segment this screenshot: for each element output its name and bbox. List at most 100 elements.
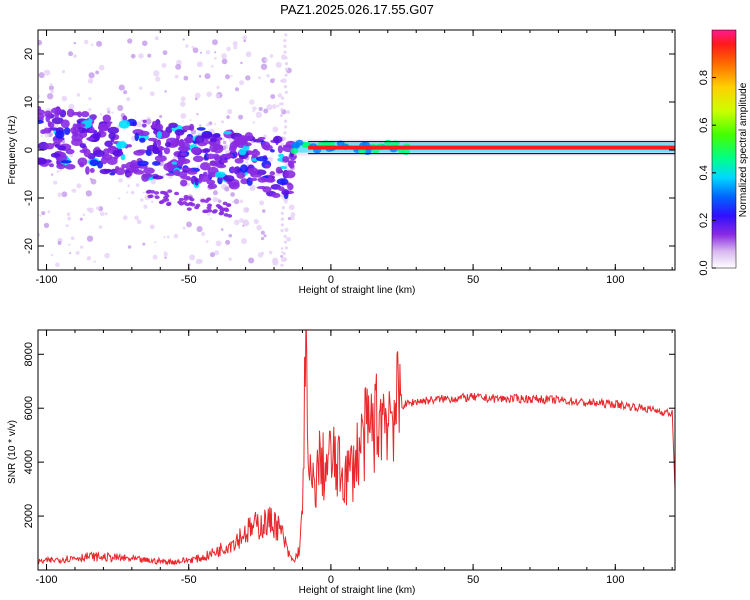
heatmap-noise-cell	[126, 191, 129, 194]
heatmap-noise-cell	[82, 213, 86, 217]
heatmap-band-cell	[159, 146, 164, 152]
heatmap-noise-cell	[280, 255, 283, 258]
heatmap-band-cell	[50, 152, 61, 158]
heatmap-branch-cell	[222, 201, 228, 206]
heatmap-noise-cell	[155, 76, 161, 82]
heatmap-noise-cell	[239, 199, 244, 203]
heatmap-noise-cell	[141, 40, 148, 47]
heatmap-band-cell	[107, 126, 120, 135]
heatmap-streak-cell	[280, 142, 284, 146]
heatmap-noise-cell	[59, 169, 62, 172]
heatmap-noise-cell	[216, 85, 220, 90]
heatmap-noise-cell	[268, 250, 273, 255]
heatmap-band-cell	[130, 167, 140, 173]
heatmap-noise-cell	[269, 78, 275, 84]
heatmap-streak-cell	[283, 44, 287, 48]
heatmap-noise-cell	[249, 184, 256, 191]
heatmap-noise-cell	[226, 115, 230, 119]
heatmap-noise-cell	[149, 224, 155, 230]
heatmap-band-cell	[115, 167, 126, 176]
heatmap-noise-cell	[99, 112, 103, 116]
heatmap-noise-cell	[240, 61, 243, 65]
top-y-tick-label: 10	[23, 96, 35, 108]
top-x-axis-label: Height of straight line (km)	[299, 285, 416, 296]
heatmap-noise-cell	[199, 124, 202, 127]
heatmap-noise-cell	[280, 247, 284, 250]
heatmap-noise-cell	[179, 101, 186, 107]
heatmap-noise-cell	[140, 198, 144, 202]
heatmap-band-cell	[163, 147, 171, 155]
heatmap-branch-cell	[187, 196, 193, 200]
heatmap-noise-cell	[249, 99, 255, 105]
heatmap-band-cell	[89, 126, 95, 133]
heatmap-band-cell	[209, 143, 218, 153]
heatmap-branch-cell	[204, 209, 210, 214]
heatmap-noise-cell	[286, 110, 291, 115]
heatmap-noise-cell	[68, 103, 75, 110]
heatmap-branch-cell	[154, 195, 160, 200]
heatmap-noise-cell	[183, 75, 189, 81]
heatmap-noise-cell	[127, 184, 131, 188]
heatmap-noise-cell	[48, 85, 54, 91]
heatmap-band-cell	[223, 153, 234, 159]
heatmap-noise-cell	[245, 160, 249, 164]
heatmap-streak-cell	[283, 234, 287, 238]
heatmap-band-cell	[239, 164, 248, 174]
heatmap-streak-cell	[282, 136, 287, 141]
heatmap-streak-cell	[284, 200, 288, 204]
heatmap-band-cell	[213, 153, 220, 161]
heatmap-noise-cell	[243, 207, 250, 214]
heatmap-noise-cell	[198, 75, 202, 78]
heatmap-noise-cell	[206, 123, 210, 127]
heatmap-noise-cell	[230, 74, 233, 78]
heatmap-noise-cell	[235, 87, 239, 92]
heatmap-noise-cell	[107, 110, 111, 114]
heatmap-band-cell	[48, 163, 55, 168]
heatmap-noise-cell	[90, 43, 94, 47]
heatmap-noise-cell	[138, 53, 144, 59]
heatmap-noise-cell	[233, 219, 240, 226]
heatmap-noise-cell	[186, 221, 192, 228]
top-x-tick-label: 100	[606, 274, 624, 286]
heatmap-noise-cell	[98, 64, 105, 71]
heatmap-noise-cell	[150, 200, 154, 204]
heatmap-noise-cell	[191, 45, 195, 49]
heatmap-band-cell	[57, 145, 67, 151]
heatmap-band-cell	[79, 162, 85, 168]
heatmap-band-cell	[284, 170, 296, 179]
snr-series-line	[38, 330, 675, 566]
heatmap-noise-cell	[289, 215, 295, 221]
heatmap-streak-cell	[283, 38, 287, 43]
heatmap-noise-cell	[68, 51, 74, 57]
heatmap-noise-cell	[266, 74, 270, 78]
heatmap-noise-cell	[276, 104, 280, 108]
heatmap-noise-cell	[258, 106, 263, 112]
heatmap-band-cell	[112, 150, 124, 157]
heatmap-noise-cell	[38, 72, 45, 79]
heatmap-band-cell	[54, 109, 60, 119]
heatmap-streak-cell	[280, 108, 284, 112]
heatmap-branch-cell	[215, 203, 221, 208]
heatmap-noise-cell	[199, 51, 203, 54]
bottom-plot-frame	[37, 329, 676, 571]
heatmap-band-cell	[83, 148, 91, 158]
heatmap-noise-cell	[260, 251, 265, 255]
heatmap-noise-cell	[189, 254, 196, 261]
heatmap-noise-cell	[127, 38, 133, 44]
heatmap-noise-cell	[180, 112, 187, 119]
heatmap-noise-cell	[215, 240, 222, 247]
top-x-tick-label: 50	[467, 274, 479, 286]
heatmap-streak-cell	[284, 33, 288, 37]
heatmap-noise-cell	[99, 211, 105, 217]
heatmap-band-cell	[192, 155, 204, 163]
heatmap-branch-cell	[178, 197, 184, 202]
heatmap-noise-cell	[248, 257, 255, 264]
heatmap-streak-cell	[280, 102, 284, 106]
heatmap-noise-cell	[79, 217, 83, 221]
heatmap-band-cell	[249, 177, 258, 182]
heatmap-noise-cell	[225, 239, 231, 245]
heatmap-band-cell	[143, 167, 155, 175]
heatmap-noise-cell	[231, 200, 234, 203]
heatmap-streak-cell	[283, 50, 287, 54]
heatmap-noise-cell	[228, 257, 232, 261]
